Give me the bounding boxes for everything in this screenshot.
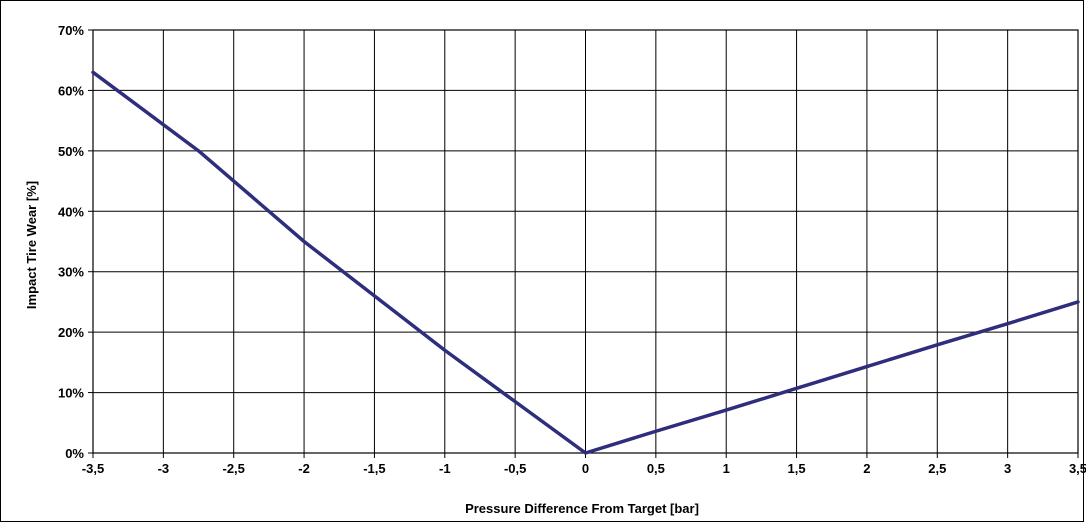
x-axis-title: Pressure Difference From Target [bar] bbox=[465, 501, 699, 516]
x-tick-label: 3,5 bbox=[1069, 461, 1086, 476]
x-tick-label: -1,5 bbox=[363, 461, 385, 476]
y-tick-label: 50% bbox=[58, 144, 84, 159]
x-tick-label: -3 bbox=[158, 461, 170, 476]
y-tick-label: 70% bbox=[58, 23, 84, 38]
x-tick-label: 0,5 bbox=[647, 461, 665, 476]
y-tick-label: 30% bbox=[58, 265, 84, 280]
x-tick-label: -0,5 bbox=[504, 461, 526, 476]
x-tick-label: 0 bbox=[582, 461, 589, 476]
y-tick-label: 60% bbox=[58, 83, 84, 98]
x-tick-label: -3,5 bbox=[82, 461, 104, 476]
y-tick-labels: 0% 10% 20% 30% 40% 50% 60% 70% bbox=[58, 23, 84, 461]
x-tick-label: -2,5 bbox=[223, 461, 245, 476]
y-tick-label: 20% bbox=[58, 325, 84, 340]
series-layer bbox=[91, 70, 1080, 455]
x-tick-label: 2,5 bbox=[928, 461, 946, 476]
x-tick-label: -2 bbox=[298, 461, 310, 476]
y-tick-label: 0% bbox=[65, 446, 84, 461]
x-tick-label: 3 bbox=[1004, 461, 1011, 476]
x-tick-labels: -3,5 -3 -2,5 -2 -1,5 -1 -0,5 0 0,5 1 1,5 2 2,5 3 3,5 bbox=[82, 461, 1086, 476]
y-tick-label: 40% bbox=[58, 204, 84, 219]
y-axis-title: Impact Tire Wear [%] bbox=[24, 181, 39, 309]
x-tick-label: 2 bbox=[863, 461, 870, 476]
x-tick-label: 1,5 bbox=[788, 461, 806, 476]
series-line bbox=[91, 70, 1080, 455]
grid bbox=[88, 29, 1079, 458]
x-tick-label: 1 bbox=[723, 461, 730, 476]
y-tick-label: 10% bbox=[58, 386, 84, 401]
x-tick-label: -1 bbox=[439, 461, 451, 476]
